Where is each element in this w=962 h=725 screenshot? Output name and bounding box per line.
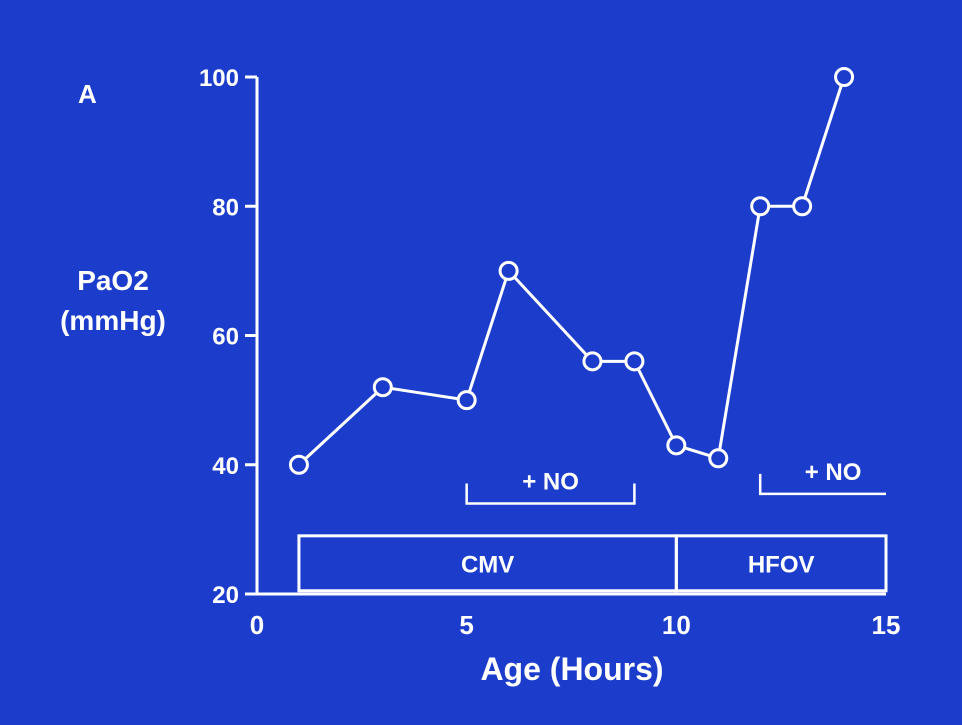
data-point — [666, 435, 687, 456]
x-tick-label: 5 — [459, 610, 473, 640]
no-bracket — [465, 483, 636, 505]
y-axis-label-line1: PaO2 — [77, 265, 149, 296]
y-tick-label: 60 — [212, 324, 239, 351]
x-tick-label: 15 — [872, 610, 901, 640]
data-point — [288, 454, 309, 475]
no-annotation-label: + NO — [805, 459, 862, 486]
data-point — [624, 351, 645, 372]
data-point — [708, 448, 729, 469]
x-tick-label: 0 — [250, 610, 264, 640]
y-axis-label-line2: (mmHg) — [60, 305, 166, 336]
x-axis-label: Age (Hours) — [480, 651, 663, 687]
no-bracket — [758, 473, 886, 496]
y-tick-label: 20 — [212, 582, 239, 609]
data-point — [498, 260, 519, 281]
y-tick-label: 80 — [212, 194, 239, 221]
data-point — [456, 390, 477, 411]
y-tick-label: 100 — [199, 65, 239, 92]
y-tick-label: 40 — [212, 453, 239, 480]
panel-label: A — [78, 79, 97, 109]
data-point — [792, 196, 813, 217]
no-annotation-label: + NO — [522, 469, 579, 496]
phase-label: CMV — [461, 551, 514, 578]
phase-box — [674, 534, 888, 593]
phase-label: HFOV — [748, 551, 815, 578]
data-point — [834, 67, 855, 87]
x-tick-label: 10 — [662, 610, 691, 640]
series-line — [297, 76, 846, 466]
data-point — [750, 196, 771, 217]
data-point — [372, 377, 393, 398]
data-point — [582, 351, 603, 372]
